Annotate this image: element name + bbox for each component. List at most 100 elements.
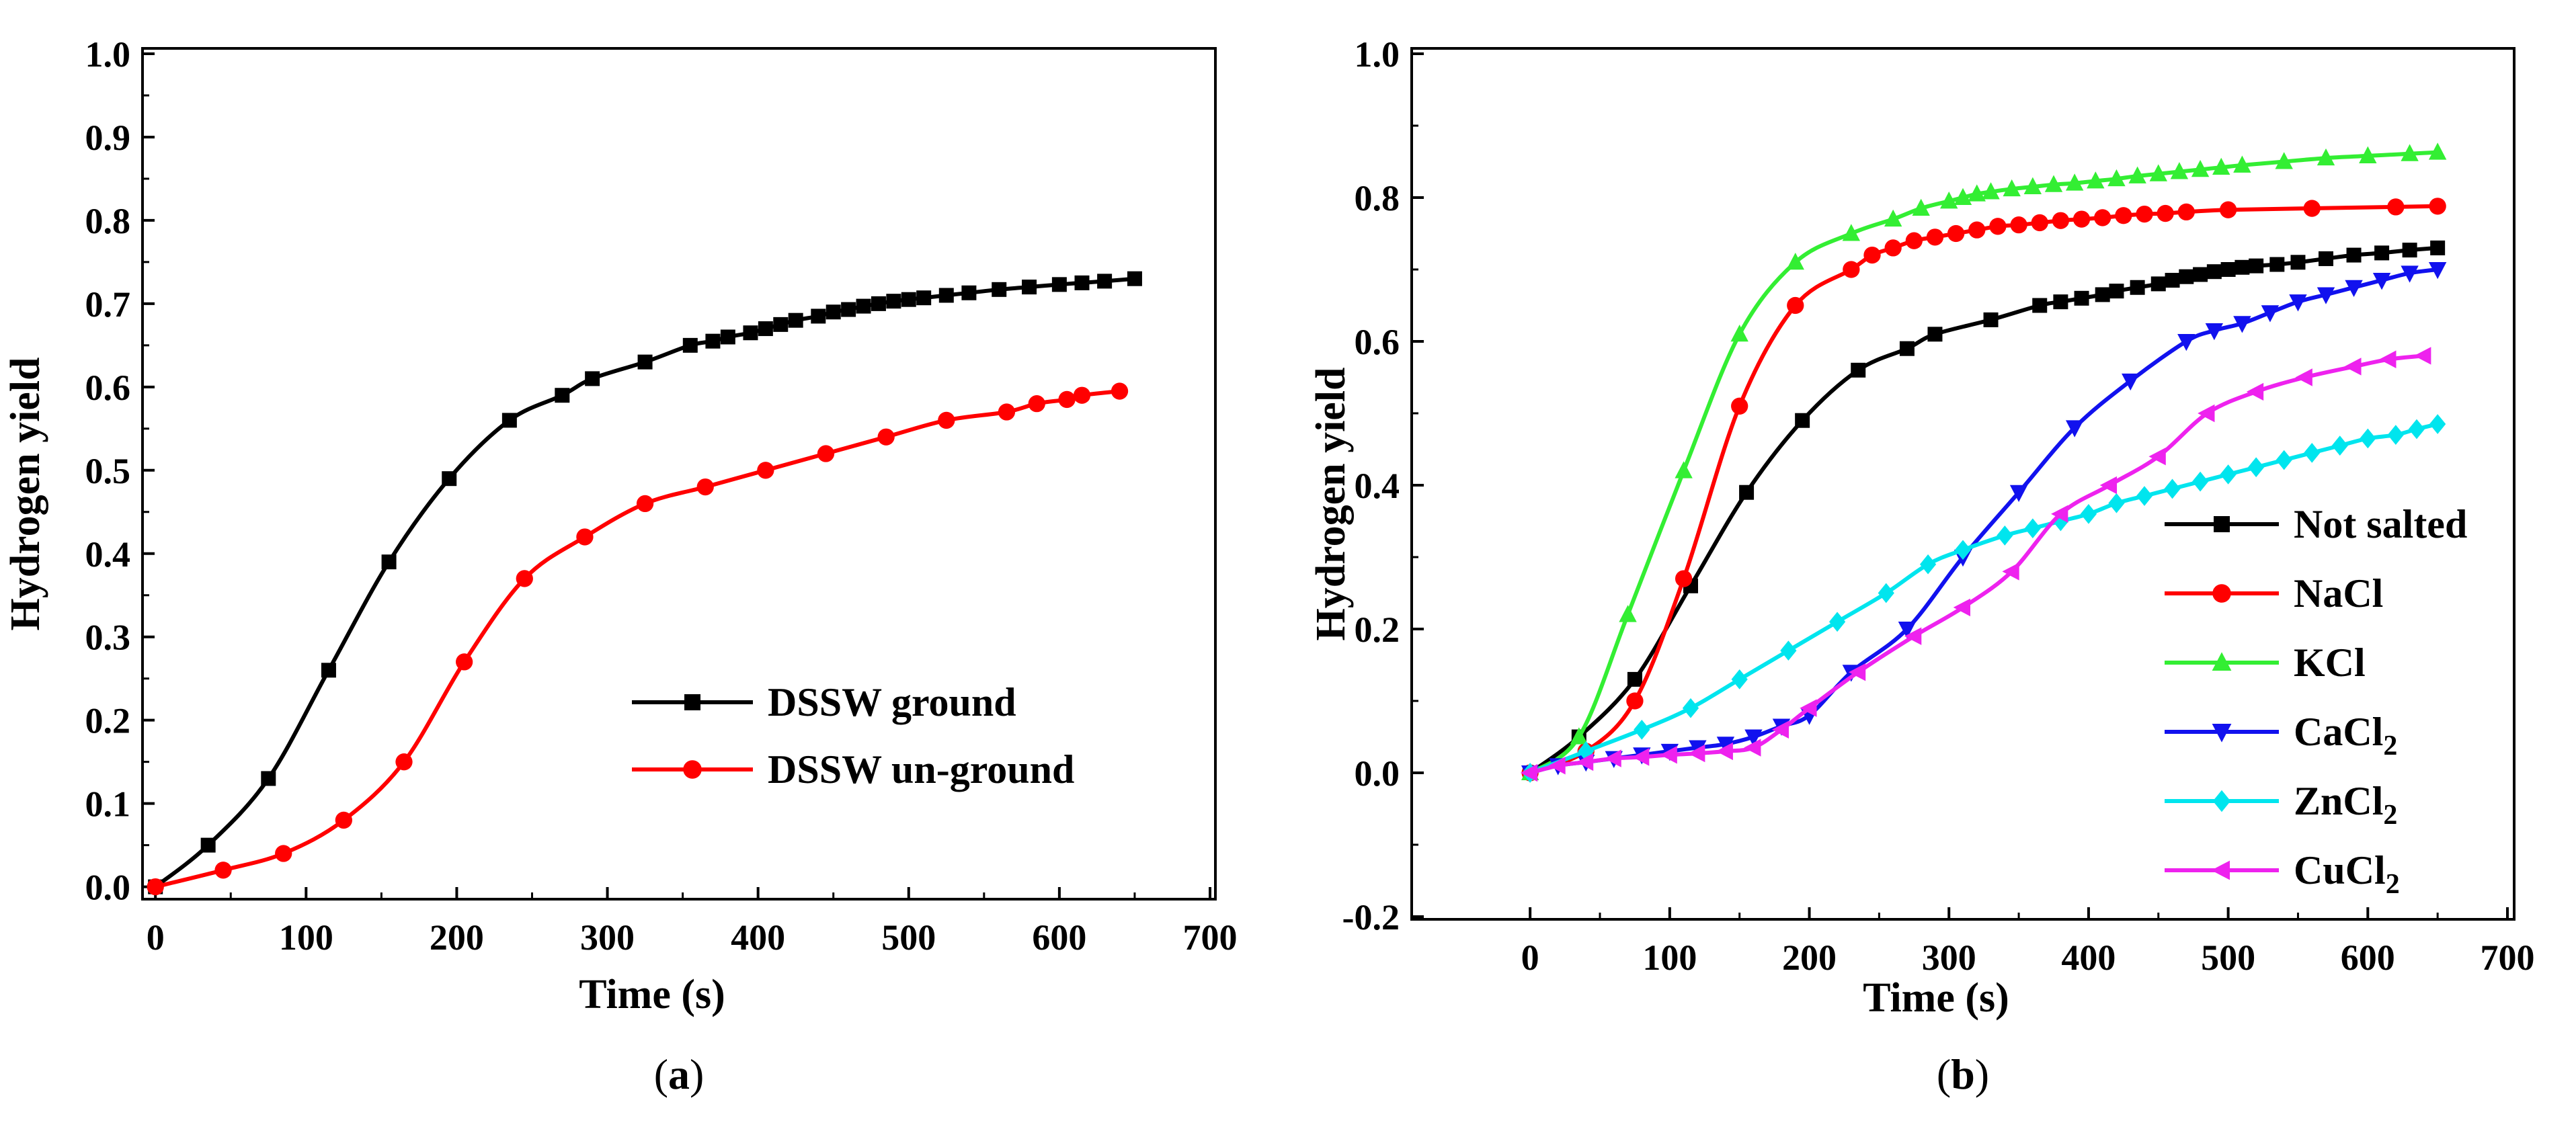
legend-label: DSSW un-ground [768,747,1074,792]
data-point [2206,264,2222,280]
data-point [2414,347,2431,365]
series-5 [1520,347,2431,782]
data-point [2136,205,2153,223]
data-point [871,296,886,311]
data-point [2109,284,2124,299]
data-point [1947,224,1965,243]
data-point [516,570,533,587]
data-point [1983,312,1999,327]
legend-marker [2212,790,2231,812]
data-point [395,753,413,771]
data-point [2031,214,2048,232]
data-point [1954,187,1972,205]
data-point [2401,144,2419,161]
data-point [381,554,397,570]
data-point [2150,276,2166,292]
series-line [155,389,1120,889]
data-point [321,663,336,678]
y-tick-label: 0.0 [85,868,131,908]
data-point [2428,142,2447,160]
data-point [2360,428,2376,449]
data-point [2094,209,2111,226]
data-point [998,403,1016,421]
data-point [1739,485,1755,500]
data-point [2372,273,2391,290]
data-point [1795,413,1810,428]
legend-marker [683,760,702,779]
data-point [261,771,276,786]
data-point [2319,251,2333,266]
data-point [576,528,594,546]
y-tick-label: 0.4 [1355,466,1400,506]
data-point [1800,699,1817,717]
data-point [817,445,835,462]
data-point [2289,294,2307,312]
data-point [1632,748,1650,766]
legend-label: KCl [2294,640,2366,685]
y-tick-label: 0.0 [1355,753,1400,794]
data-point [758,321,773,337]
data-point [2065,420,2084,437]
data-point [1675,570,1693,587]
data-point [2235,259,2250,275]
data-point [2219,201,2237,218]
y-tick-label: 0.8 [85,201,131,241]
data-point [2099,476,2118,495]
data-point [2179,269,2194,284]
y-tick-label: 0.7 [85,284,131,325]
data-point [1619,605,1637,622]
data-point [1878,583,1894,603]
data-point [2148,448,2166,466]
data-point [1074,275,1090,290]
data-point [455,653,473,671]
data-point [2331,435,2348,456]
data-point [1073,386,1091,404]
x-axis-label: Time (s) [1863,975,2009,1021]
data-point [2024,518,2041,539]
data-point [2429,198,2446,215]
data-point [442,471,457,487]
data-point [1786,253,1804,270]
data-point [2276,450,2292,470]
data-point [1744,739,1761,757]
legend-label: DSSW ground [768,680,1016,724]
chart-panel-a: 0 100 200 300 400 500 600 700 0.0 0.1 0.2 0.3 0.4 0.5… [3,34,1238,1098]
data-point [1954,540,1972,560]
data-point [1904,627,1922,645]
data-point [2170,162,2189,179]
data-point [2269,257,2285,272]
data-point [1919,554,1937,575]
data-point [1520,763,1538,782]
data-point [2401,265,2419,283]
data-point [2164,478,2181,499]
data-point [2198,404,2215,423]
data-point [200,837,216,853]
data-point [1884,239,1902,257]
data-point [1127,271,1142,286]
data-point [636,495,654,513]
plot-frame [141,47,1217,901]
series-line [154,276,1135,888]
data-point [2304,443,2321,463]
data-point [1843,261,1860,278]
data-point [886,294,901,309]
data-point [1634,719,1650,740]
data-point [1926,228,1944,246]
data-point [2387,198,2405,216]
series-1 [147,382,1129,896]
data-point [826,304,841,320]
data-point [1927,327,1943,342]
x-tick-label: 100 [279,917,333,958]
data-point [2052,212,2070,229]
y-tick-label: 1.0 [85,34,131,75]
data-point [720,329,735,345]
legend: DSSW ground DSSW un-ground [632,680,1074,792]
x-tick-label: 0 [1521,937,1539,978]
data-point [1570,727,1588,745]
data-point [2249,258,2264,274]
data-point [2193,267,2208,282]
data-point [841,302,856,317]
data-point [2177,334,2196,351]
data-point [1022,280,1037,295]
